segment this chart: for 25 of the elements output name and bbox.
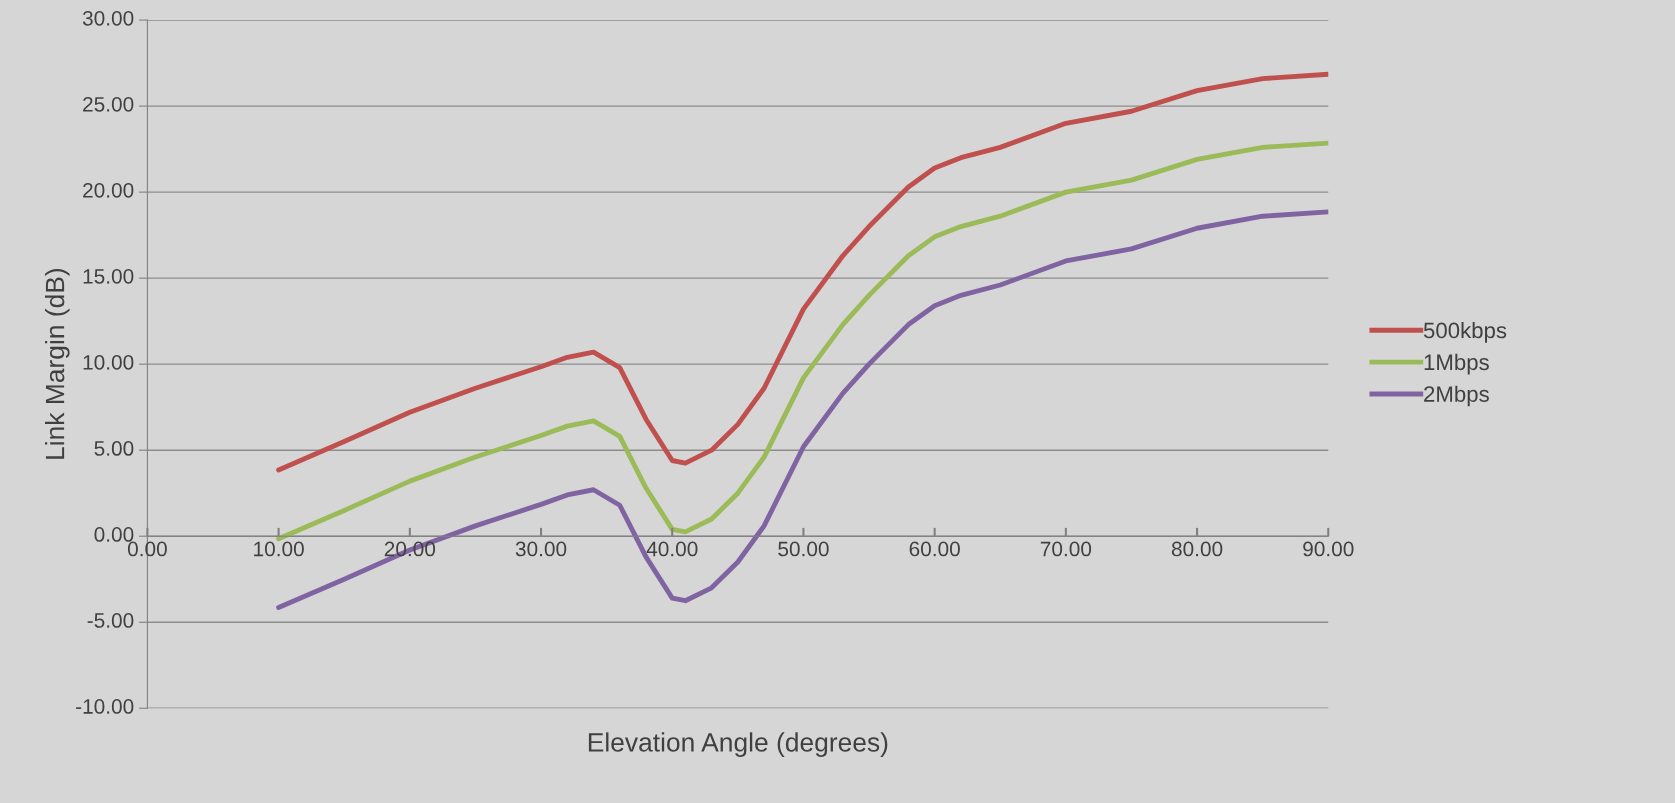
y-tick-label: 25.00 — [83, 96, 134, 112]
x-tick-label: 30.00 — [515, 541, 567, 557]
y-tick-label: 0.00 — [94, 527, 134, 542]
y-tick-label: 15.00 — [83, 268, 134, 284]
x-tick-label: 10.00 — [254, 541, 304, 557]
x-tick-label: 90.00 — [1303, 541, 1354, 557]
y-axis-title: Link Margin (dB) — [44, 269, 70, 459]
y-tick-label: -5.00 — [87, 613, 134, 628]
x-tick-label: 50.00 — [778, 541, 829, 557]
legend-label: 500kbps — [1423, 321, 1507, 343]
x-tick-label: 0.00 — [127, 541, 167, 557]
x-tick-label: 40.00 — [646, 541, 698, 557]
line-series — [276, 71, 1329, 473]
x-tick-label: 70.00 — [1040, 541, 1092, 557]
y-tick-label: 10.00 — [83, 355, 134, 370]
y-tick-label: 5.00 — [94, 441, 134, 456]
y-tick-label: 20.00 — [83, 182, 134, 198]
line-series — [276, 140, 1329, 542]
y-tick-label: -10.00 — [76, 699, 134, 714]
x-axis-title: Elevation Angle (degrees) — [588, 732, 888, 757]
legend-label: 2Mbps — [1424, 385, 1489, 407]
legend-label: 1Mbps — [1424, 353, 1489, 375]
x-tick-label: 80.00 — [1171, 541, 1223, 557]
x-tick-label: 60.00 — [909, 541, 960, 557]
y-tick-label: 30.00 — [82, 10, 134, 26]
